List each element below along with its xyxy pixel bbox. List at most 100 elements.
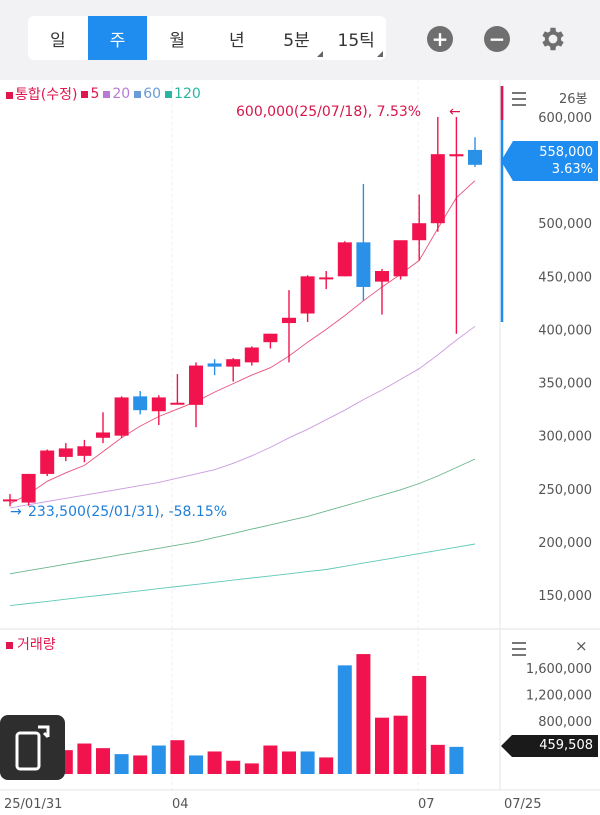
volume-bar: [170, 740, 185, 774]
tab-month[interactable]: 월: [147, 16, 207, 60]
legend-label: 통합(수정): [15, 87, 78, 103]
candle: [77, 439, 92, 463]
volume-bar: [151, 745, 166, 774]
volume-bar: [189, 755, 203, 774]
candle: [151, 395, 166, 426]
candle-body: [263, 333, 278, 343]
low-arrow-icon: →: [10, 504, 22, 520]
dropdown-corner-icon: [317, 51, 324, 57]
volume-bar: [282, 751, 296, 774]
volume-bar: [337, 665, 352, 774]
tab-15tick[interactable]: 15틱: [326, 16, 386, 60]
tab-day[interactable]: 일: [28, 16, 88, 60]
price-change: 3.63%: [551, 162, 593, 177]
candle-count: 26봉: [559, 92, 588, 107]
candle: [263, 333, 278, 349]
volume-bar: [300, 751, 315, 774]
x-tick-label: 04: [172, 797, 189, 812]
legend-label: 거래량: [17, 637, 56, 653]
high-annotation: 600,000(25/07/18), 7.53%: [236, 104, 421, 120]
volume-bar: [412, 675, 427, 774]
tab-week[interactable]: 주: [87, 16, 148, 60]
legend-swatch: [165, 90, 173, 98]
candle-body: [244, 347, 259, 363]
candle-body: [337, 242, 352, 277]
candle: [449, 117, 464, 334]
volume-bar: [430, 744, 445, 774]
zoom-out-button[interactable]: −: [484, 26, 510, 52]
candle-body: [96, 432, 110, 438]
candle-body: [282, 317, 296, 324]
volume-bar: [375, 717, 389, 774]
volume-bar: [226, 760, 241, 774]
candle-body: [412, 223, 427, 241]
tab-5min[interactable]: 5분: [267, 16, 327, 60]
candle: [282, 290, 296, 363]
candle-body: [189, 365, 203, 405]
candle-body: [40, 450, 55, 474]
legend-ma120: 120: [165, 86, 201, 102]
candle: [244, 346, 259, 366]
volume-bar: [114, 754, 129, 774]
ma-line-60: [9, 458, 476, 575]
tab-year[interactable]: 년: [207, 16, 267, 60]
price-panel-menu-icon[interactable]: [512, 92, 526, 106]
x-tick-label: 07/25: [504, 797, 541, 812]
tab-label: 15틱: [337, 30, 375, 51]
tab-label: 주: [109, 30, 126, 51]
candle: [21, 473, 36, 506]
candle: [40, 449, 55, 477]
ma-line-120: [9, 543, 476, 607]
candle: [96, 412, 110, 444]
legend-label: 60: [143, 86, 162, 102]
tab-label: 일: [50, 30, 66, 51]
candle-body: [300, 276, 315, 314]
y-tick-label: 200,000: [538, 536, 592, 551]
candle-body: [430, 154, 445, 224]
candle: [133, 391, 148, 415]
candle-body: [3, 499, 17, 502]
volume-tick-label: 800,000: [538, 715, 592, 730]
tab-label: 년: [229, 30, 245, 51]
legend-swatch: [134, 90, 142, 98]
legend-label: 5: [90, 86, 100, 102]
volume-bar: [393, 715, 408, 774]
candles: [3, 117, 482, 507]
legend-swatch: [103, 90, 111, 98]
candle-body: [170, 402, 185, 405]
rotate-screen-button[interactable]: [0, 715, 65, 780]
candle-body: [356, 242, 371, 287]
volume-tick-label: 1,600,000: [526, 662, 592, 677]
legend-ma60: 60: [134, 86, 161, 102]
current-price-tag: 558,000 3.63%: [501, 141, 598, 181]
x-tick-label: 07: [418, 797, 435, 812]
dropdown-corner-icon: [377, 51, 384, 57]
y-tick-label: 500,000: [538, 217, 592, 232]
zoom-in-button[interactable]: +: [427, 26, 453, 52]
candle-body: [375, 271, 389, 282]
volume-bar: [449, 746, 464, 774]
legend-price: 통합(수정): [6, 84, 77, 104]
current-volume-tag: 459,508: [501, 735, 598, 757]
current-volume: 459,508: [539, 738, 593, 753]
legend-swatch: [6, 641, 13, 649]
candle: [412, 194, 427, 261]
gear-icon[interactable]: [538, 24, 568, 54]
candle: [468, 137, 482, 167]
tab-label: 5분: [283, 30, 310, 51]
candle-body: [319, 277, 334, 280]
volume-panel-menu-icon[interactable]: [512, 642, 526, 656]
candle-body: [133, 396, 148, 411]
volume-bar: [133, 755, 148, 774]
volume-bar: [207, 751, 222, 774]
volume-bar: [356, 654, 371, 774]
candle: [207, 359, 222, 376]
candle: [300, 275, 315, 323]
volume-bar: [96, 748, 110, 774]
close-volume-panel-button[interactable]: ×: [575, 637, 588, 655]
y-tick-label: 300,000: [538, 430, 592, 445]
volume-tick-label: 1,200,000: [526, 689, 592, 704]
high-arrow-icon: ←: [449, 104, 461, 120]
candle: [430, 117, 445, 232]
